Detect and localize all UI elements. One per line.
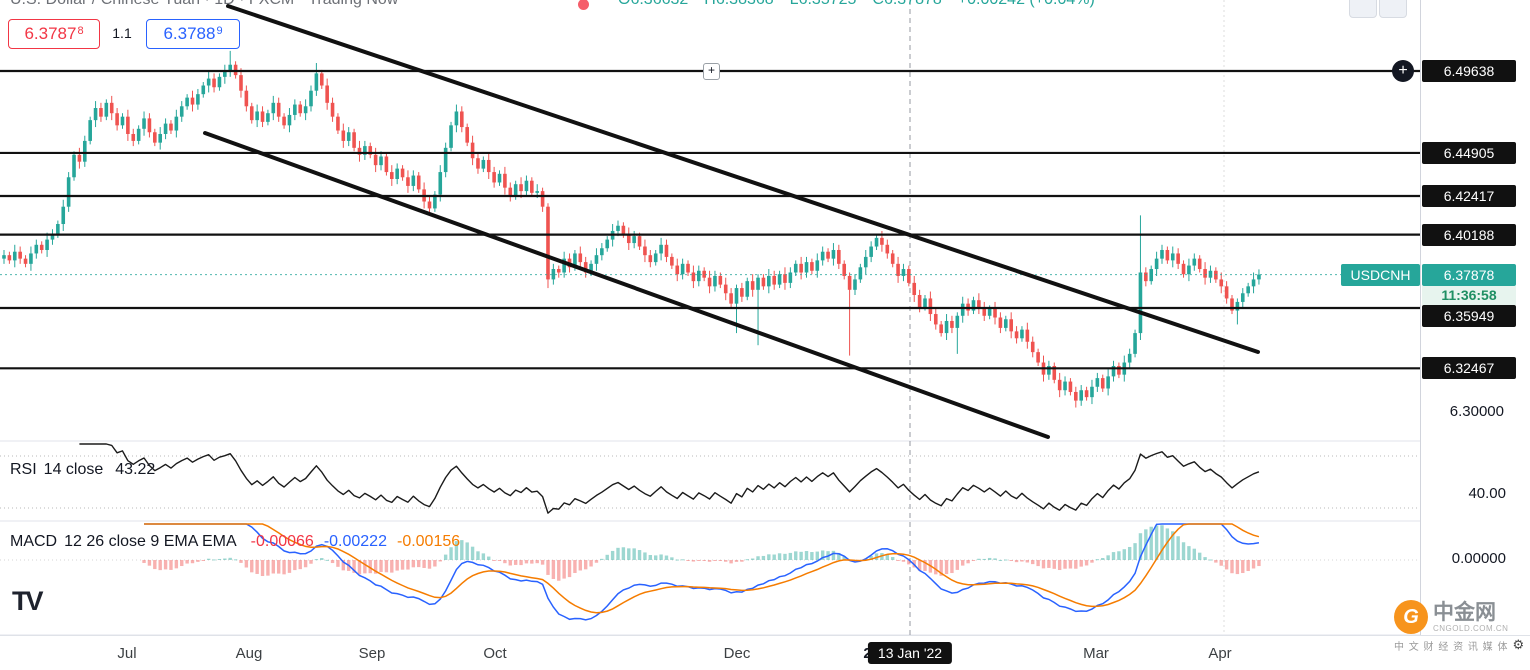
line-plus-handle[interactable] [703,63,720,80]
bid-price-sup: 8 [77,25,84,37]
price-level-badge: 6.40188 [1422,223,1516,246]
ohlc-high: H6.38368 [704,0,773,8]
rsi-axis-label: 40.00 [1468,485,1506,502]
price-level-badge: 6.49638 [1422,60,1516,82]
toolbar-button[interactable] [1379,0,1407,18]
spread-value: 1.1 [112,25,132,41]
price-level-badge: 6.32467 [1422,357,1516,380]
rsi-params: 14 close [43,461,104,478]
macd-axis-label: 0.00000 [1451,550,1506,567]
main-chart[interactable] [0,0,1420,670]
price-level-badge: 6.35949 [1422,305,1516,327]
cngold-watermark[interactable]: G 中金网 CNGOLD.COM.CN 中 文 财 经 资 讯 媒 体 [1394,600,1528,653]
macd-indicator-label: MACD 12 26 close 9 EMA EMA -0.00066 -0.0022… [10,533,460,551]
market-status: Trading Now [308,0,398,8]
rsi-title: RSI [10,461,37,478]
current-price-badge: 6.37878 [1422,263,1516,286]
ohlc-low: L6.35725 [790,0,857,8]
ask-price-button[interactable]: 6.3788 9 [146,19,240,49]
axis-plus-button[interactable] [1392,60,1414,82]
bid-price-button[interactable]: 6.3787 8 [8,19,100,49]
rsi-value: 43.22 [115,461,156,478]
bar-countdown: 11:36:58 [1422,285,1516,305]
price-level-badge: 6.42417 [1422,185,1516,208]
settings-gear-icon[interactable] [1512,637,1525,653]
current-symbol-badge: USDCNH [1341,263,1420,286]
ohlc-close: C6.37878 [872,0,941,8]
macd-pane[interactable] [142,523,1261,621]
ask-price: 6.3788 [163,24,216,43]
time-axis-label: Oct [483,645,507,662]
macd-signal-value: -0.00156 [396,533,461,550]
ohlc-values: O6.36632 H6.38368 L6.35725 C6.37878 +0.00242… [618,0,1111,9]
cngold-logo-icon: G [1394,600,1428,634]
cngold-tagline: 中 文 财 经 资 讯 媒 体 [1394,641,1509,653]
price-level-badge: 6.30000 [1449,402,1504,420]
rsi-pane[interactable] [79,443,1260,514]
macd-params: 12 26 close 9 EMA EMA [64,533,237,550]
tradingview-logo[interactable]: TV [12,586,43,616]
time-axis-label: Aug [235,645,263,662]
date-marker-badge: 13 Jan '22 [867,642,953,664]
symbol-title: U.S. Dollar / Chinese Yuan · 1D · FXCM [10,0,294,8]
time-axis-label: Mar [1083,645,1109,662]
trend-channel-lines[interactable] [203,4,1260,439]
time-axis-label: Jul [117,645,137,662]
time-axis-label: Dec [723,645,751,662]
status-dot-icon [578,0,589,10]
ask-price-sup: 9 [216,25,223,37]
candlesticks[interactable] [2,50,1261,408]
time-axis[interactable] [0,635,1530,670]
ohlc-open: O6.36632 [618,0,688,8]
macd-title: MACD [10,533,58,550]
macd-histogram-value: -0.00066 [250,533,314,550]
toolbar-button[interactable] [1349,0,1377,18]
price-axis[interactable] [1420,0,1530,670]
macd-line-value: -0.00222 [323,533,387,550]
bid-price: 6.3787 [24,24,77,43]
rsi-indicator-label: RSI 14 close 43.22 [10,461,155,479]
cngold-site: CNGOLD.COM.CN [1433,624,1509,633]
chart-title: U.S. Dollar / Chinese Yuan · 1D · FXCM Tr… [10,0,398,9]
time-axis-label: Sep [358,645,386,662]
price-level-badge: 6.44905 [1422,141,1516,164]
horizontal-level-lines[interactable] [0,69,1420,370]
time-axis-label: Apr [1208,645,1232,662]
cngold-name: 中金网 [1433,601,1496,624]
ohlc-change: +0.00242 (+0.04%) [958,0,1095,8]
